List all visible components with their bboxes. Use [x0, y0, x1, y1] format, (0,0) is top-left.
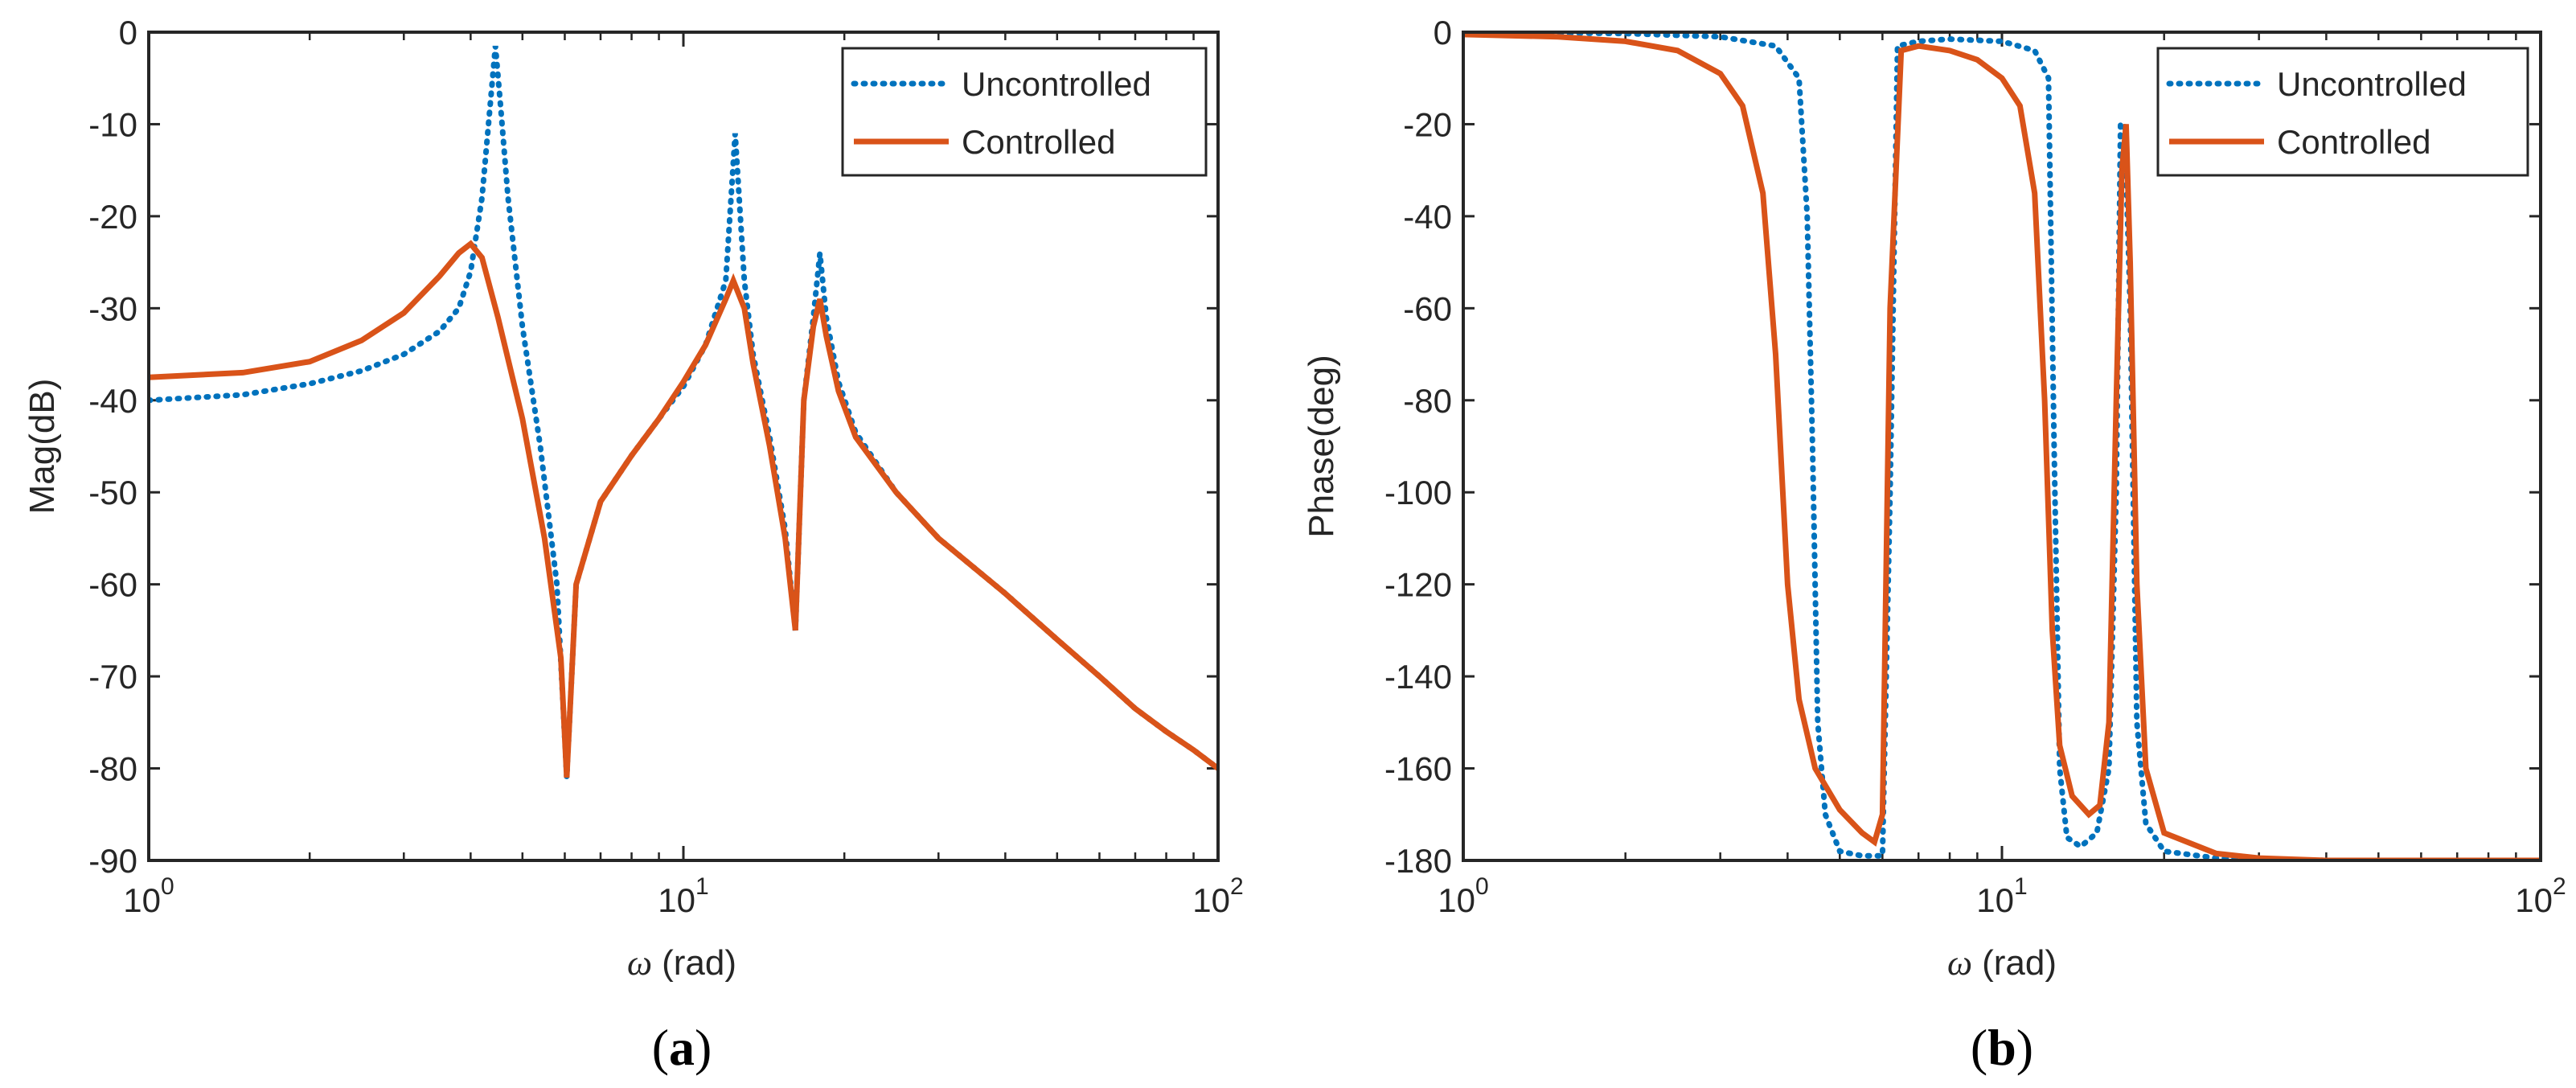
x-axis-symbol: ω	[627, 943, 652, 983]
y-tick-label: -40	[88, 382, 137, 420]
y-tick-label: -80	[1403, 382, 1452, 420]
y-tick-label: -60	[88, 566, 137, 604]
x-axis-unit: (rad)	[1982, 943, 2057, 983]
x-axis-label: ω (rad)	[627, 943, 736, 983]
legend-box	[841, 47, 1208, 177]
y-tick-label: -50	[88, 474, 137, 511]
legend-label-uncontrolled: Uncontrolled	[2277, 65, 2467, 103]
legend-box	[2156, 47, 2529, 177]
x-tick-label: 101	[658, 873, 708, 919]
legend-label-controlled: Controlled	[2277, 123, 2430, 161]
x-axis-label: ω (rad)	[1947, 943, 2057, 983]
series-line-controlled	[149, 240, 1218, 778]
subplot-label-a: (a)	[652, 1019, 712, 1076]
x-axis-symbol: ω	[1947, 943, 1972, 983]
chart-panel-b: -180 -160 -140 -120 -100 -80 -60 -40 -20 0 100 101…	[1302, 14, 2566, 1076]
y-axis-label: Phase(deg)	[1302, 355, 1341, 537]
y-tick-label: -90	[88, 842, 137, 880]
legend: Uncontrolled Controlled	[841, 47, 1208, 177]
legend: Uncontrolled Controlled	[2156, 47, 2529, 177]
y-axis-label: Mag(dB)	[23, 379, 62, 515]
y-tick-label: -100	[1384, 474, 1452, 511]
y-tick-label: -40	[1403, 198, 1452, 236]
axes-box	[147, 31, 1220, 862]
y-tick-label: -20	[1403, 105, 1452, 143]
y-tick-label: -60	[1403, 289, 1452, 327]
chart-panel-a: -90 -80 -70 -60 -50 -40 -30 -20 -10 0 100 101 102 U…	[23, 14, 1244, 1076]
axes-box	[1462, 31, 2542, 862]
y-tick-label: -160	[1384, 750, 1452, 788]
x-tick-label: 100	[123, 873, 174, 919]
y-tick-label: 0	[119, 14, 137, 51]
y-tick-label: -120	[1384, 566, 1452, 604]
legend-label-uncontrolled: Uncontrolled	[962, 65, 1151, 103]
y-tick-label: -10	[88, 105, 137, 143]
y-tick-label: -70	[88, 658, 137, 696]
x-tick-label: 102	[1192, 873, 1243, 919]
series-line-controlled	[1463, 32, 2541, 860]
legend-label-controlled: Controlled	[962, 123, 1115, 161]
y-tick-label: 0	[1434, 14, 1452, 51]
subplot-label-b: (b)	[1971, 1019, 2033, 1076]
y-tick-label: -80	[88, 750, 137, 788]
x-axis-unit: (rad)	[662, 943, 736, 983]
x-tick-label: 101	[1976, 873, 2027, 919]
y-tick-label: -140	[1384, 658, 1452, 696]
y-tick-label: -20	[88, 198, 137, 236]
x-tick-label: 102	[2515, 873, 2566, 919]
y-tick-label: -30	[88, 289, 137, 327]
y-tick-label: -180	[1384, 842, 1452, 880]
x-tick-label: 100	[1438, 873, 1488, 919]
